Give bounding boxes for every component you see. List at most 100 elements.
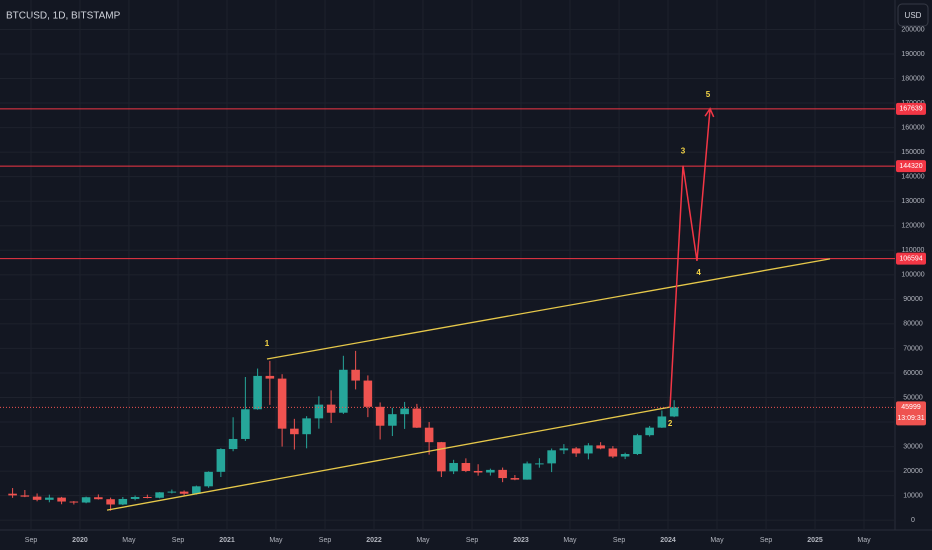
candle-body xyxy=(118,498,128,505)
candle-body xyxy=(669,407,679,417)
x-tick-label: 2020 xyxy=(72,537,88,544)
x-tick-label: Sep xyxy=(613,537,626,544)
current-price-label: 45999 xyxy=(901,404,921,411)
candle-body xyxy=(69,501,79,503)
currency-button[interactable] xyxy=(897,3,929,27)
x-tick-label: Sep xyxy=(466,537,479,544)
y-tick-label: 120000 xyxy=(901,223,924,230)
y-tick-label: 200000 xyxy=(901,26,924,33)
candle-body xyxy=(314,404,324,419)
trendline xyxy=(266,258,831,360)
candle-body xyxy=(265,375,275,379)
y-tick-label: 20000 xyxy=(903,468,923,475)
candle-body xyxy=(179,491,189,494)
level-price-label: 144320 xyxy=(899,163,922,170)
x-tick-label: Sep xyxy=(25,537,38,544)
candle-body xyxy=(277,378,287,429)
x-tick-label: 2023 xyxy=(513,537,529,544)
candle-body xyxy=(32,496,42,500)
candle-body xyxy=(596,445,605,449)
y-tick-label: 110000 xyxy=(902,247,925,254)
candle-body xyxy=(216,449,226,472)
candle-body xyxy=(20,495,30,497)
wave-arrowhead xyxy=(704,107,715,118)
candle-body xyxy=(167,491,177,493)
candle-body xyxy=(498,469,507,479)
trendline xyxy=(106,406,671,511)
candle-body xyxy=(486,469,495,473)
candle-body xyxy=(424,427,434,443)
candle-body xyxy=(57,497,66,502)
candle-body xyxy=(106,499,115,505)
candle-body xyxy=(130,496,140,499)
candle-body xyxy=(645,427,654,436)
candle-body xyxy=(228,438,238,450)
candle-body xyxy=(302,418,311,435)
candle-body xyxy=(608,448,618,457)
x-tick-label: May xyxy=(710,537,724,544)
x-tick-label: Sep xyxy=(172,537,185,544)
candle-body xyxy=(535,463,544,465)
candle-body xyxy=(155,492,164,498)
level-price-box xyxy=(896,160,926,173)
level-price-label: 106594 xyxy=(899,255,922,262)
candle-body xyxy=(8,493,17,496)
y-tick-label: 0 xyxy=(911,517,915,524)
y-tick-label: 130000 xyxy=(901,198,924,205)
currency-label[interactable]: USD xyxy=(905,11,922,20)
y-tick-label: 80000 xyxy=(903,321,923,328)
candle-body xyxy=(351,369,360,381)
x-tick-label: Sep xyxy=(319,537,332,544)
candle-body xyxy=(584,445,593,454)
candle-body xyxy=(633,435,642,455)
candle-body xyxy=(400,408,409,415)
candle-body xyxy=(412,408,422,428)
candle-body xyxy=(657,416,667,428)
current-price-box xyxy=(896,401,926,426)
y-tick-label: 50000 xyxy=(903,394,923,401)
x-tick-label: 2022 xyxy=(366,537,382,544)
candle-body xyxy=(204,471,213,487)
candle-body xyxy=(547,450,556,464)
x-tick-label: 2025 xyxy=(807,537,823,544)
candle-body xyxy=(363,380,373,407)
y-tick-label: 190000 xyxy=(901,51,924,58)
level-price-box xyxy=(896,252,926,265)
candle-body xyxy=(94,497,103,500)
level-price-box xyxy=(896,102,926,115)
x-tick-label: May xyxy=(269,537,283,544)
wave-label: 5 xyxy=(706,90,711,99)
candle-body xyxy=(620,454,630,457)
y-tick-label: 100000 xyxy=(901,272,924,279)
candle-body xyxy=(437,442,446,472)
y-tick-label: 70000 xyxy=(903,345,923,352)
y-tick-label: 60000 xyxy=(903,370,923,377)
y-tick-label: 30000 xyxy=(903,443,923,450)
x-tick-label: 2024 xyxy=(660,537,676,544)
level-price-label: 167639 xyxy=(899,106,922,113)
y-tick-label: 10000 xyxy=(903,492,923,499)
wave-path xyxy=(669,108,711,408)
candle-body xyxy=(473,470,483,473)
candle-body xyxy=(571,448,581,454)
x-tick-label: 2021 xyxy=(219,537,235,544)
candle-body xyxy=(253,375,262,410)
candle-body xyxy=(375,406,385,426)
wave-label: 4 xyxy=(696,268,701,277)
symbol-title: BTCUSD, 1D, BITSTAMP xyxy=(6,11,121,22)
candle-body xyxy=(81,497,91,503)
candle-body xyxy=(388,414,397,426)
x-tick-label: May xyxy=(416,537,430,544)
wave-label: 3 xyxy=(681,147,686,156)
candle-body xyxy=(290,428,299,435)
x-tick-label: May xyxy=(857,537,871,544)
candle-body xyxy=(192,486,201,494)
y-tick-label: 180000 xyxy=(901,75,924,82)
candle-body xyxy=(143,496,152,498)
candle-body xyxy=(510,478,520,480)
candle-body xyxy=(241,409,250,439)
candle-body xyxy=(522,463,532,480)
countdown-label: 13:09:31 xyxy=(897,415,924,422)
candle-body xyxy=(45,497,54,500)
